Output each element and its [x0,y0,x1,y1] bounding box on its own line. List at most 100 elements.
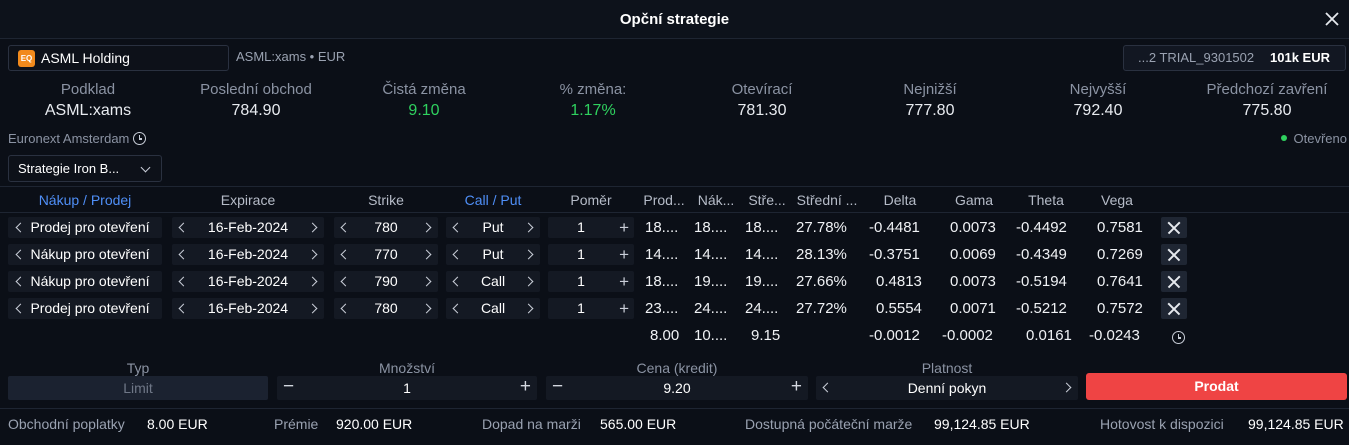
stat-label: Otevírací [731,81,793,98]
validity-selector[interactable]: Denní pokyn [816,376,1078,400]
leg-row: Nákup pro otevření 16-Feb-2024 790 Call … [0,268,1349,295]
gamma-value: 0.0073 [950,273,996,290]
col-side[interactable]: Nákup / Prodej [38,192,132,208]
strike-selector[interactable]: 790 [334,271,438,292]
plus-icon[interactable]: + [790,376,802,397]
strategy-dropdown[interactable]: Strategie Iron B... [8,155,162,182]
total-gamma: -0.0002 [942,327,993,344]
expiry-selector[interactable]: 16-Feb-2024 [172,217,324,238]
account-selector[interactable]: ...2 TRIAL_9301502 101k EUR [1123,45,1346,71]
stat-label: Podklad [60,81,116,98]
stat-pct-change: % změna: 1.17% [513,81,673,123]
call-put-selector[interactable]: Call [446,271,540,292]
side-selector[interactable]: Prodej pro otevření [8,298,162,319]
side-selector[interactable]: Nákup pro otevření [8,271,162,292]
expiry-value: 16-Feb-2024 [207,219,289,235]
close-icon[interactable] [1323,10,1341,28]
stat-value: 9.10 [408,102,440,119]
ask-value: 14.... [694,246,728,263]
col-ratio: Poměr [570,192,612,208]
clock-icon[interactable] [133,132,147,145]
strike-value: 790 [374,273,398,289]
stat-label: Poslední obchod [200,81,312,98]
strike-selector[interactable]: 770 [334,244,438,265]
theta-value: -0.4349 [1016,246,1067,263]
status-dot-icon [1280,135,1287,141]
call-put-value: Put [482,219,504,235]
total-delta: -0.0012 [869,327,920,344]
plus-icon[interactable]: + [619,299,629,318]
col-expiry: Expirace [220,192,276,208]
quantity-stepper[interactable]: − 1 + [277,376,537,400]
total-ask: 10.... [694,327,728,344]
price-stepper[interactable]: − 9.20 + [546,376,808,400]
remove-leg-icon[interactable] [1161,298,1187,319]
call-put-selector[interactable]: Call [446,298,540,319]
theta-value: -0.5212 [1016,300,1067,317]
stat-low: Nejnižší 777.80 [850,81,1010,123]
chevron-down-icon [140,162,151,173]
stat-label: Nejvyšší [1069,81,1127,98]
ratio-stepper[interactable]: 1 + [548,217,634,238]
stat-prev-close: Předchozí zavření 775.80 [1187,81,1347,123]
total-mid: 9.15 [751,327,781,344]
vega-value: 0.7269 [1097,246,1143,263]
stat-high: Nejvyšší 792.40 [1018,81,1178,123]
ratio-value: 1 [577,219,585,235]
remove-leg-icon[interactable] [1161,217,1187,238]
initial-margin-label: Dostupná počáteční marže [745,416,913,432]
gamma-value: 0.0071 [950,300,996,317]
minus-icon[interactable]: − [552,376,564,397]
stat-open: Otevírací 781.30 [682,81,842,123]
ratio-stepper[interactable]: 1 + [548,244,634,265]
footer-summary: Obchodní poplatky 8.00 EUR Prémie 920.00… [0,408,1349,440]
account-name: ...2 TRIAL_9301502 [1138,50,1255,65]
stat-value: 784.90 [231,102,281,119]
ratio-stepper[interactable]: 1 + [548,298,634,319]
gamma-value: 0.0073 [950,219,996,236]
call-put-value: Put [482,246,504,262]
totals-row: 8.00 10.... 9.15 -0.0012 -0.0002 0.0161 … [0,322,1349,349]
side-selector[interactable]: Prodej pro otevření [8,217,162,238]
market-status-text: Otevřeno [1293,131,1347,146]
remove-leg-icon[interactable] [1161,244,1187,265]
plus-icon[interactable]: + [519,376,531,397]
call-put-selector[interactable]: Put [446,217,540,238]
plus-icon[interactable]: + [619,272,629,291]
sell-button[interactable]: Prodat [1086,373,1347,400]
clock-icon[interactable] [1172,331,1185,344]
strategy-dropdown-value: Strategie Iron B... [18,161,120,176]
strike-selector[interactable]: 780 [334,298,438,319]
order-type-label: Typ [126,360,150,376]
mid-value: 18.... [745,219,779,236]
ratio-value: 1 [577,246,585,262]
col-call-put[interactable]: Call / Put [464,192,522,208]
expiry-selector[interactable]: 16-Feb-2024 [172,298,324,319]
exchange-info: Euronext Amsterdam [8,131,147,146]
order-type-select[interactable]: Limit [8,376,268,400]
remove-leg-icon[interactable] [1161,271,1187,292]
validity-value: Denní pokyn [907,380,987,396]
premium-label: Prémie [274,416,319,432]
window-title: Opční strategie [619,11,730,28]
bid-value: 18.... [645,273,679,290]
vega-value: 0.7581 [1097,219,1143,236]
instrument-selector[interactable]: EQ ASML Holding [8,45,229,71]
plus-icon[interactable]: + [619,218,629,237]
stat-label: Čistá změna [382,81,466,98]
minus-icon[interactable]: − [283,376,295,397]
col-ask: Nák... [697,192,735,208]
call-put-selector[interactable]: Put [446,244,540,265]
bid-value: 23.... [645,300,679,317]
strike-selector[interactable]: 780 [334,217,438,238]
ask-value: 19.... [694,273,728,290]
ratio-stepper[interactable]: 1 + [548,271,634,292]
col-mid-iv: Střední ... [796,192,858,208]
expiry-selector[interactable]: 16-Feb-2024 [172,271,324,292]
total-vega: -0.0243 [1089,327,1140,344]
iv-value: 28.13% [796,246,847,263]
side-selector[interactable]: Nákup pro otevření [8,244,162,265]
plus-icon[interactable]: + [619,245,629,264]
col-vega: Vega [1101,192,1133,208]
expiry-selector[interactable]: 16-Feb-2024 [172,244,324,265]
